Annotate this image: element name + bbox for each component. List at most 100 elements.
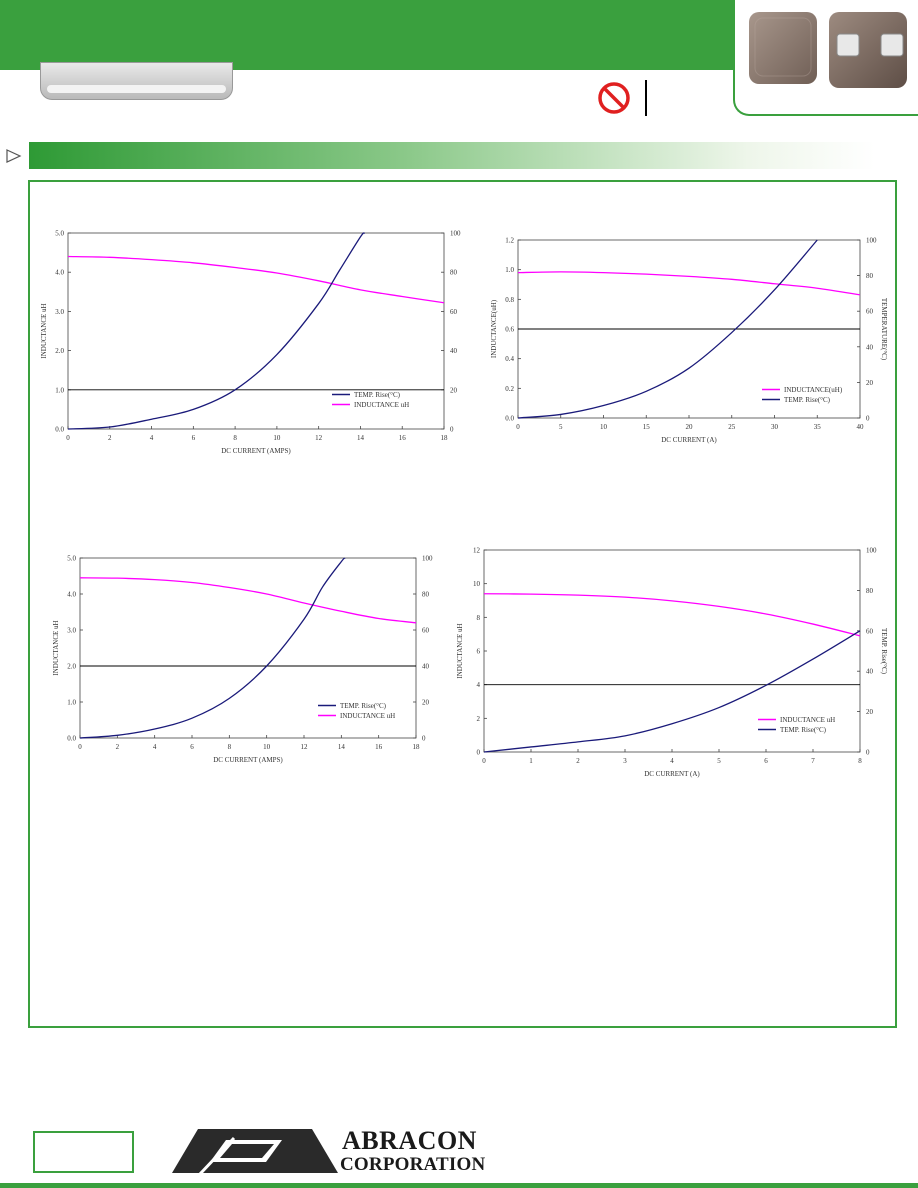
legend-label: INDUCTANCE uH — [354, 401, 409, 409]
legend-label: INDUCTANCE(uH) — [784, 386, 843, 394]
plot-area — [67, 232, 445, 430]
x-tick-label: 18 — [441, 434, 449, 442]
charts-frame — [28, 180, 897, 1028]
y2-tick-label: 60 — [866, 627, 874, 635]
product-image-panel — [733, 0, 918, 116]
part-number-tab — [40, 62, 233, 100]
y-tick-label: 0.2 — [505, 385, 514, 393]
legend-label: TEMP. Rise(°C) — [784, 396, 831, 404]
y-tick-label: 0 — [477, 749, 481, 757]
y2-tick-label: 40 — [450, 347, 458, 355]
y2-tick-label: 0 — [450, 426, 454, 434]
x-tick-label: 4 — [153, 743, 157, 751]
series-line-temperature — [483, 630, 861, 753]
legend-label: TEMP. Rise(°C) — [340, 702, 387, 710]
footer-rule — [0, 1183, 918, 1188]
x-tick-label: 10 — [263, 743, 271, 751]
footer-page-box — [33, 1131, 134, 1173]
x-tick-label: 10 — [273, 434, 281, 442]
y-tick-label: 0.0 — [67, 735, 76, 743]
x-axis-title: DC CURRENT (AMPS) — [221, 447, 291, 455]
y2-tick-label: 40 — [866, 668, 874, 676]
y-axis-title: INDUCTANCE uH — [40, 303, 48, 358]
x-tick-label: 18 — [413, 743, 421, 751]
y2-axis-title: TEMPERATURE(°C) — [880, 298, 888, 361]
x-tick-label: 2 — [108, 434, 112, 442]
x-tick-label: 10 — [600, 423, 608, 431]
x-tick-label: 4 — [670, 757, 674, 765]
y2-tick-label: 0 — [866, 415, 870, 423]
y2-tick-label: 60 — [422, 627, 430, 635]
rohs-mark — [596, 78, 654, 118]
x-tick-label: 2 — [576, 757, 580, 765]
x-tick-label: 12 — [315, 434, 323, 442]
x-tick-label: 20 — [686, 423, 694, 431]
header-band — [0, 0, 735, 70]
y-tick-label: 6 — [477, 648, 481, 656]
y-tick-label: 0.8 — [505, 296, 514, 304]
x-tick-label: 5 — [559, 423, 563, 431]
product-photo — [749, 12, 907, 88]
x-tick-label: 8 — [233, 434, 237, 442]
y2-tick-label: 100 — [866, 547, 877, 555]
y-axis-title: INDUCTANCE uH — [456, 623, 464, 678]
y-tick-label: 8 — [477, 614, 481, 622]
chart-2: 0 5 10 15 20 25 30 35 40 0.0 0.2 0.4 0.6 0.8 1.0 1.2 0 20… — [490, 237, 888, 445]
y-tick-label: 1.2 — [505, 237, 514, 245]
y2-tick-label: 100 — [866, 237, 877, 245]
abracon-logo: ABRACON CORPORATION — [170, 1126, 490, 1176]
y2-tick-label: 60 — [866, 308, 874, 316]
x-tick-label: 3 — [623, 757, 627, 765]
y-tick-label: 5.0 — [67, 555, 76, 563]
y2-tick-label: 40 — [866, 343, 874, 351]
y-axis-title: INDUCTANCE uH — [52, 620, 60, 675]
x-tick-label: 1 — [529, 757, 533, 765]
y-tick-label: 1.0 — [67, 699, 76, 707]
legend-label: TEMP. Rise(°C) — [354, 391, 401, 399]
legend-label: INDUCTANCE uH — [780, 716, 835, 724]
y2-tick-label: 80 — [866, 272, 874, 280]
x-tick-label: 16 — [399, 434, 407, 442]
legend-label: INDUCTANCE uH — [340, 712, 395, 720]
section-arrow-icon — [6, 148, 22, 164]
no-symbol-icon — [598, 82, 630, 114]
x-axis-title: DC CURRENT (AMPS) — [213, 756, 283, 764]
x-tick-label: 0 — [66, 434, 70, 442]
logo-subname: CORPORATION — [340, 1154, 486, 1175]
y-tick-label: 10 — [473, 580, 481, 588]
x-tick-label: 4 — [150, 434, 154, 442]
y2-axis-title: TEMP. Rise(°C) — [880, 628, 888, 675]
x-tick-label: 6 — [190, 743, 194, 751]
y2-tick-label: 20 — [866, 708, 874, 716]
y2-tick-label: 40 — [422, 663, 430, 671]
inductor-bottom-view — [829, 12, 907, 88]
y-tick-label: 0.4 — [505, 355, 514, 363]
series-line-inductance — [483, 593, 861, 637]
y-tick-label: 12 — [473, 547, 481, 555]
series-line-inductance — [67, 255, 445, 304]
x-tick-label: 8 — [858, 757, 862, 765]
x-tick-label: 25 — [728, 423, 736, 431]
y2-tick-label: 20 — [422, 699, 430, 707]
series-line-temperature — [67, 232, 366, 430]
y2-tick-label: 0 — [866, 749, 870, 757]
x-tick-label: 35 — [814, 423, 822, 431]
x-tick-label: 0 — [482, 757, 486, 765]
x-axis-title: DC CURRENT (A) — [661, 436, 717, 444]
y-tick-label: 4.0 — [67, 591, 76, 599]
y-tick-label: 0.6 — [505, 326, 514, 334]
y-tick-label: 1.0 — [55, 386, 64, 394]
y2-tick-label: 80 — [866, 587, 874, 595]
plot-area — [79, 557, 417, 739]
x-tick-label: 40 — [857, 423, 865, 431]
series-line-inductance — [517, 271, 861, 296]
y-tick-label: 1.0 — [505, 266, 514, 274]
series-line-temperature — [79, 557, 346, 739]
x-tick-label: 12 — [301, 743, 309, 751]
y2-tick-label: 100 — [422, 555, 433, 563]
y2-tick-label: 0 — [422, 735, 426, 743]
y2-tick-label: 20 — [450, 386, 458, 394]
x-tick-label: 0 — [516, 423, 520, 431]
y-tick-label: 2.0 — [67, 663, 76, 671]
